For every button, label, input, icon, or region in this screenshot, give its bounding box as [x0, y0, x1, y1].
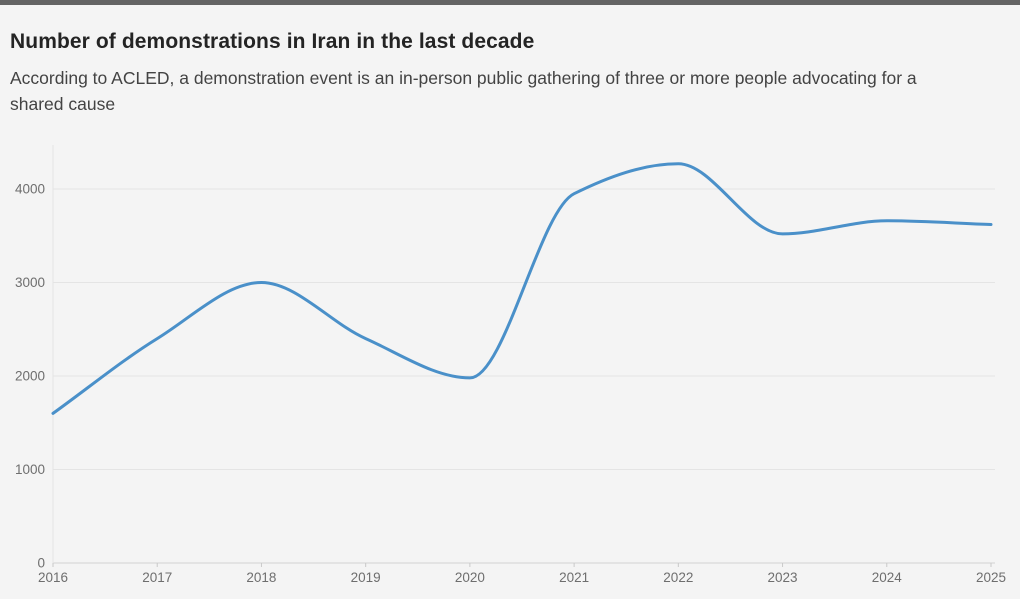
y-tick-label: 0	[37, 556, 45, 571]
y-axis-labels: 0 1000 2000 3000 4000	[15, 182, 45, 571]
x-tick-label: 2022	[663, 570, 693, 585]
y-tick-label: 2000	[15, 369, 45, 384]
x-axis-labels: 2016 2017 2018 2019 2020 2021 2022 2023 2024 2025	[38, 570, 1006, 585]
x-tick-label: 2024	[872, 570, 903, 585]
y-gridlines	[53, 188, 995, 564]
accent-top-bar	[0, 0, 1020, 5]
y-tick-label: 3000	[15, 275, 45, 290]
x-tick-label: 2016	[38, 570, 68, 585]
x-axis-ticks	[52, 563, 992, 567]
data-series-line	[51, 162, 993, 415]
x-tick-label: 2017	[142, 570, 172, 585]
x-tick-label: 2021	[559, 570, 589, 585]
y-tick-label: 4000	[15, 182, 45, 197]
y-tick-label: 1000	[15, 462, 45, 477]
x-tick-label: 2023	[768, 570, 798, 585]
chart-header: Number of demonstrations in Iran in the …	[10, 30, 1010, 117]
x-tick-label: 2018	[246, 570, 276, 585]
x-tick-label: 2025	[976, 570, 1006, 585]
chart-subtitle: According to ACLED, a demonstration even…	[10, 68, 917, 114]
x-tick-label: 2020	[455, 570, 485, 585]
x-tick-label: 2019	[351, 570, 381, 585]
chart-title: Number of demonstrations in Iran in the …	[10, 30, 535, 53]
